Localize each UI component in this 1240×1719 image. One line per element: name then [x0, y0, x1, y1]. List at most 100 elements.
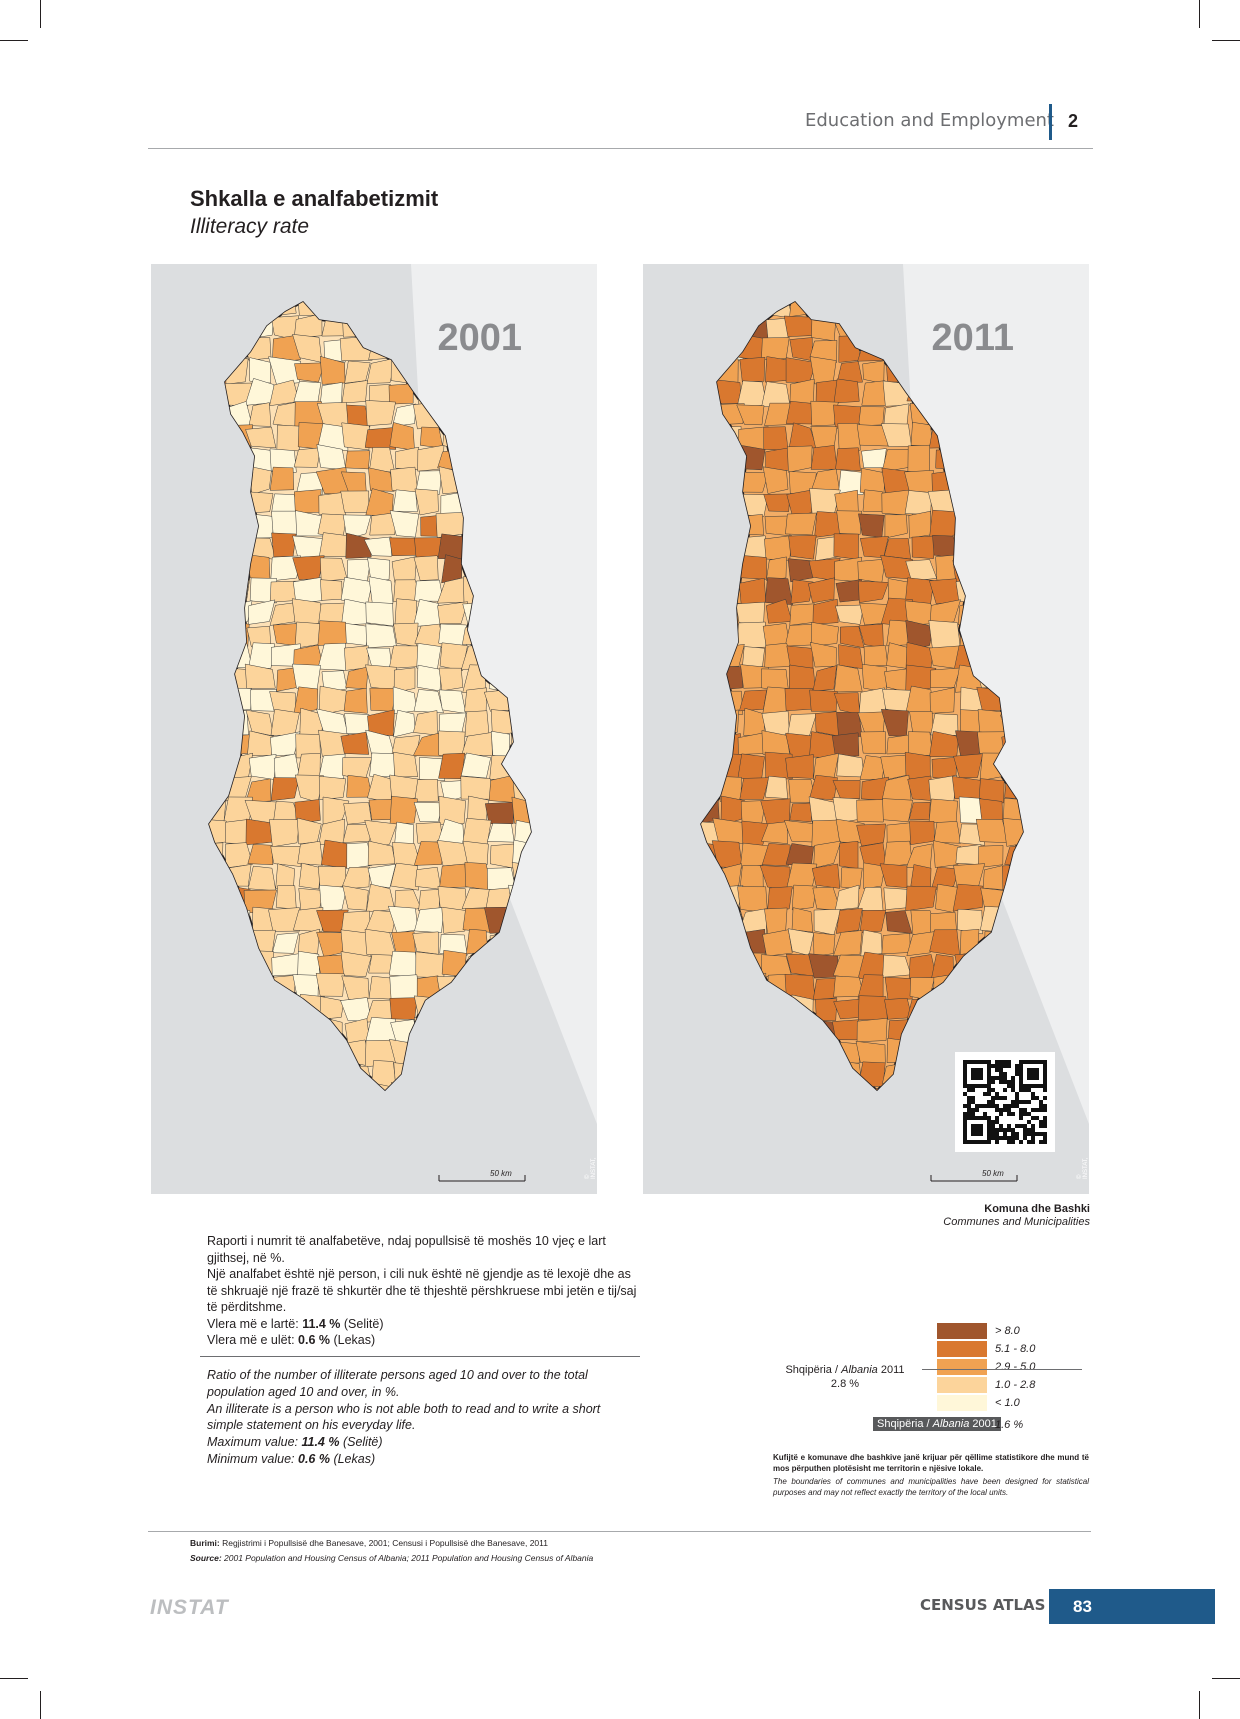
crop-mark	[0, 1678, 28, 1679]
commune-cell	[413, 555, 439, 581]
commune-cell	[364, 819, 398, 848]
commune-cell	[368, 798, 397, 821]
commune-cell	[855, 1041, 886, 1064]
commune-cell	[248, 402, 272, 427]
source-label: Burimi:	[190, 1538, 220, 1548]
commune-cell	[438, 667, 464, 692]
commune-cell	[736, 471, 769, 493]
commune-cell	[392, 489, 418, 513]
commune-cell	[343, 302, 374, 315]
albania-2011-average: Shqipëria / Albania 2011 2.8 %	[770, 1363, 920, 1391]
commune-cell	[813, 840, 842, 869]
scale-label: 50 km	[982, 1169, 1004, 1178]
min-prefix: Vlera më e ulët:	[207, 1333, 299, 1347]
commune-cell	[764, 1086, 790, 1090]
commune-cell	[701, 646, 720, 671]
description-illiterate: Një analfabet është një person, i cili n…	[207, 1267, 637, 1314]
max-value-line: Maximum value: 11.4 % (Selitë)	[207, 1434, 637, 1451]
page-number: 83	[1073, 1597, 1092, 1616]
commune-cell	[764, 907, 788, 935]
commune-cell	[222, 356, 249, 386]
commune-cell	[437, 601, 469, 625]
qr-code[interactable]	[955, 1052, 1055, 1152]
commune-cell	[415, 470, 442, 495]
commune-cell	[1001, 972, 1023, 1001]
albania-2001-average: Shqipëria / Albania 2001	[873, 1417, 1001, 1431]
commune-cell	[245, 426, 277, 449]
commune-cell	[366, 357, 397, 384]
albania-2011-it: Albania	[841, 1364, 878, 1376]
commune-cell	[815, 379, 841, 404]
commune-cell	[393, 1062, 421, 1088]
commune-cell	[488, 1017, 514, 1046]
commune-cell	[787, 445, 813, 473]
commune-cell	[760, 302, 793, 319]
commune-cell	[209, 842, 224, 864]
legend-label: 1.0 - 2.8	[995, 1379, 1036, 1391]
commune-cell	[341, 422, 370, 451]
commune-cell	[222, 950, 252, 977]
commune-cell	[861, 380, 887, 406]
commune-cell	[292, 663, 321, 690]
commune-cell	[713, 954, 745, 976]
commune-cell	[462, 818, 492, 846]
commune-cell	[701, 907, 720, 936]
commune-cell	[272, 334, 301, 364]
commune-cell	[268, 907, 301, 932]
commune-cell	[809, 1062, 841, 1086]
commune-cell	[270, 555, 302, 582]
commune-cell	[269, 819, 301, 848]
commune-cell	[273, 1083, 300, 1090]
commune-cell	[930, 667, 961, 688]
commune-cell	[788, 534, 817, 560]
commune-cell	[810, 445, 838, 470]
commune-cell	[701, 733, 720, 756]
commune-cell	[838, 469, 864, 495]
commune-cell	[859, 536, 889, 558]
commune-cell	[701, 424, 719, 449]
commune-cell	[414, 488, 439, 516]
commune-cell	[789, 664, 816, 691]
commune-cell	[435, 511, 467, 538]
commune-cell	[860, 731, 886, 755]
commune-cell	[365, 601, 394, 627]
commune-cell	[736, 404, 765, 426]
commune-cell	[270, 777, 300, 801]
commune-cell	[249, 577, 277, 604]
commune-cell	[785, 512, 817, 536]
map-2011-svg	[700, 264, 1089, 1182]
commune-cell	[248, 599, 276, 625]
commune-cell	[714, 665, 743, 691]
commune-cell	[414, 579, 444, 602]
commune-cell	[270, 1061, 299, 1090]
commune-cell	[790, 1081, 816, 1090]
albania-2011-post: 2011	[877, 1364, 905, 1376]
commune-cell	[786, 645, 814, 671]
commune-cell	[321, 839, 349, 869]
commune-cell	[834, 556, 863, 582]
commune-cell	[739, 995, 766, 1023]
commune-cell	[701, 558, 720, 581]
commune-cell	[713, 643, 745, 668]
commune-cell	[245, 972, 277, 1002]
commune-cell	[514, 999, 531, 1023]
commune-cell	[954, 1019, 982, 1046]
commune-cell	[977, 952, 1009, 978]
commune-cell	[294, 489, 322, 514]
legend-label: > 8.0	[995, 1325, 1020, 1337]
commune-cell	[509, 1061, 531, 1086]
commune-cell	[297, 302, 321, 316]
commune-cell	[269, 974, 297, 1000]
commune-cell	[220, 580, 250, 604]
commune-cell	[460, 752, 492, 779]
commune-cell	[791, 907, 814, 933]
commune-cell	[245, 491, 274, 514]
commune-cell	[315, 972, 345, 997]
commune-cell	[209, 775, 225, 802]
commune-cell	[221, 708, 249, 736]
commune-cell	[864, 1088, 887, 1090]
commune-cell	[836, 1083, 859, 1090]
commune-cell	[760, 993, 792, 1022]
commune-cell	[838, 644, 864, 670]
commune-cell	[784, 1019, 816, 1045]
